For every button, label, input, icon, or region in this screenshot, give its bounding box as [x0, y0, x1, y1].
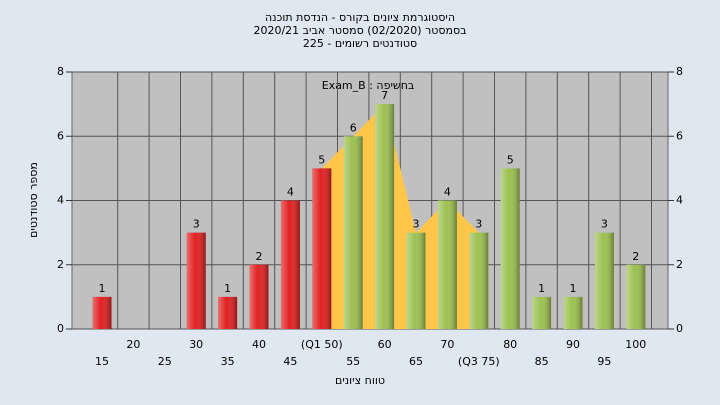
- x-tick-label: 30: [189, 338, 203, 351]
- data-label: 6: [350, 121, 357, 134]
- y-tick-label: 0: [57, 322, 64, 335]
- x-tick-label: 70: [440, 338, 454, 351]
- bar-shade: [186, 232, 206, 329]
- x-tick-label: 20: [126, 338, 140, 351]
- y-tick-label: 2: [57, 258, 64, 271]
- x-tick-label: 15: [95, 355, 109, 368]
- x-tick-label: 45: [283, 355, 297, 368]
- x-tick-label: 55: [346, 355, 360, 368]
- chart-title: בסמסטר (02/2020) סמסטר אביב 2020/21: [253, 24, 466, 37]
- data-label: 1: [570, 282, 577, 295]
- y-tick-label: 4: [57, 194, 64, 207]
- x-tick-label: 60: [378, 338, 392, 351]
- data-label: 1: [224, 282, 231, 295]
- bar-shade: [500, 168, 520, 329]
- y-tick-label: 6: [57, 129, 64, 142]
- bar-shade: [469, 232, 489, 329]
- data-label: 4: [287, 186, 294, 199]
- bar-shade: [563, 296, 583, 329]
- y2-tick-label: 6: [676, 129, 683, 142]
- x-tick-label: (Q1 50): [301, 338, 343, 351]
- x-tick-label: 85: [535, 355, 549, 368]
- bar-shade: [249, 264, 269, 329]
- bar-shade: [218, 296, 238, 329]
- data-label: 4: [444, 186, 451, 199]
- x-axis-label: טווח ציונים: [335, 374, 385, 387]
- x-tick-label: 35: [221, 355, 235, 368]
- chart-title: סטודנטים רשומים - 225: [303, 37, 417, 50]
- data-label: 7: [381, 89, 388, 102]
- y2-tick-label: 0: [676, 322, 683, 335]
- x-tick-label: (Q3 75): [458, 355, 500, 368]
- y2-tick-label: 8: [676, 65, 683, 78]
- bar-shade: [406, 232, 426, 329]
- x-tick-label: 25: [158, 355, 172, 368]
- bar-shade: [594, 232, 614, 329]
- x-tick-label: 100: [625, 338, 646, 351]
- chart-title: היסטוגרמת ציונים בקורס - הנדסת תוכנה: [265, 11, 455, 24]
- bar-shade: [375, 104, 395, 329]
- data-label: 3: [601, 218, 608, 231]
- x-tick-label: 80: [503, 338, 517, 351]
- y2-tick-label: 2: [676, 258, 683, 271]
- data-label: 2: [256, 250, 263, 263]
- data-label: 1: [99, 282, 106, 295]
- bar-shade: [437, 200, 457, 329]
- bar-shade: [626, 264, 646, 329]
- data-label: 5: [318, 153, 325, 166]
- bar-shade: [312, 168, 332, 329]
- data-label: 5: [507, 153, 514, 166]
- y-tick-label: 8: [57, 65, 64, 78]
- x-tick-label: 90: [566, 338, 580, 351]
- data-label: 3: [475, 218, 482, 231]
- data-label: 3: [413, 218, 420, 231]
- annotation: בחשיפה : Exam_B: [322, 79, 415, 92]
- x-tick-label: 40: [252, 338, 266, 351]
- bar-shade: [280, 200, 300, 329]
- bar-shade: [343, 136, 363, 329]
- bar-shade: [532, 296, 552, 329]
- y2-tick-label: 4: [676, 194, 683, 207]
- data-label: 3: [193, 218, 200, 231]
- x-tick-label: 95: [597, 355, 611, 368]
- data-label: 1: [538, 282, 545, 295]
- bar-shade: [92, 296, 112, 329]
- x-tick-label: 65: [409, 355, 423, 368]
- data-label: 2: [632, 250, 639, 263]
- y-axis-label: מספר סטודנטים: [27, 162, 40, 238]
